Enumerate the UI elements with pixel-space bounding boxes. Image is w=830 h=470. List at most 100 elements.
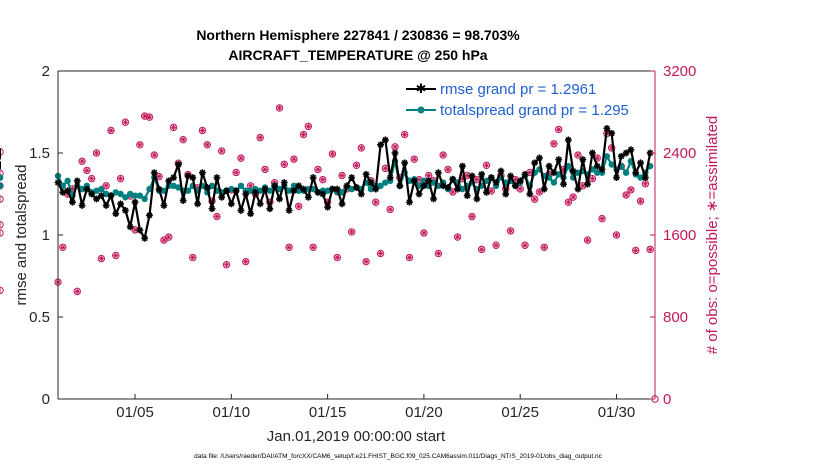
obs-assimilated-point — [358, 145, 364, 151]
left-axis-label: rmse and totalspread — [13, 165, 30, 306]
rmse-point-stroke — [531, 159, 538, 166]
rmse-point-stroke — [459, 163, 466, 170]
obs-possible-point — [622, 191, 630, 199]
obs-possible-point — [607, 144, 616, 152]
rmse-point — [483, 188, 490, 196]
rmse-point — [333, 185, 341, 193]
rmse-point — [574, 185, 582, 193]
obs-assimilated-stroke — [450, 189, 455, 195]
rmse-point — [511, 182, 519, 190]
obs-assimilated-stroke — [94, 150, 99, 156]
obs-assimilated-stroke — [378, 251, 383, 256]
obs-assimilated-stroke — [161, 237, 167, 243]
rmse-point — [107, 192, 115, 200]
rmse-point — [584, 180, 591, 188]
obs-possible-point — [555, 125, 563, 134]
rmse-point — [251, 188, 259, 196]
obs-assimilated-point — [517, 186, 523, 192]
obs-possible-point — [362, 257, 370, 266]
obs-assimilated-point — [93, 150, 100, 156]
rmse-point-stroke — [108, 192, 114, 199]
rmse-point — [300, 185, 307, 193]
obs-assimilated-stroke — [301, 132, 306, 137]
obs-assimilated-stroke — [320, 177, 325, 182]
totalspread-point — [136, 192, 144, 199]
x-tick-label: 01/05 — [116, 404, 154, 421]
rmse-point — [459, 162, 466, 170]
obs-assimilated-point — [594, 155, 600, 161]
obs-assimilated-stroke — [373, 200, 378, 205]
totalspread-point — [608, 161, 615, 168]
obs-assimilated-point — [204, 142, 210, 148]
rmse-point — [170, 174, 177, 181]
rmse-point-stroke — [305, 194, 312, 201]
obs-possible-point — [352, 161, 361, 170]
right-tick-label: 800 — [663, 309, 688, 326]
totalspread-point — [175, 184, 182, 191]
rmse-point-stroke — [319, 191, 326, 197]
obs-assimilated-stroke — [147, 114, 152, 120]
obs-assimilated-stroke — [595, 155, 600, 161]
rmse-point — [579, 156, 587, 163]
obs-assimilated-point — [291, 156, 297, 162]
obs-assimilated-stroke — [614, 232, 619, 238]
obs-assimilated-point — [89, 176, 95, 182]
rmse-point-stroke — [522, 171, 528, 178]
rmse-point-stroke — [618, 153, 625, 160]
obs-assimilated-stroke — [484, 163, 489, 168]
obs-possible-point — [304, 122, 313, 131]
obs-possible-point — [280, 160, 288, 168]
totalspread-point — [459, 185, 466, 193]
obs-possible-point — [165, 233, 173, 241]
rmse-point — [208, 205, 216, 213]
totalspread-point — [78, 185, 86, 193]
rmse-point-stroke — [83, 186, 90, 193]
obs-assimilated-point — [108, 127, 114, 134]
rmse-point — [199, 169, 206, 177]
rmse-point-stroke — [290, 187, 297, 194]
obs-possible-point — [92, 149, 101, 157]
obs-possible-point — [299, 130, 308, 139]
obs-assimilated-stroke — [542, 245, 547, 250]
rmse-point-stroke — [98, 192, 105, 199]
rmse-point — [372, 185, 380, 193]
rmse-point-stroke — [185, 173, 191, 179]
obs-possible-point — [333, 253, 341, 262]
totalspread-point — [594, 169, 601, 176]
rmse-point — [386, 174, 394, 181]
rmse-point-stroke — [430, 195, 437, 202]
totalspread-point — [170, 182, 177, 189]
rmse-point-stroke — [175, 161, 182, 168]
obs-possible-point — [583, 236, 592, 244]
rmse-point — [218, 193, 226, 201]
rmse-point-stroke — [570, 168, 577, 174]
obs-possible-point — [400, 130, 409, 139]
totalspread-point — [0, 174, 4, 181]
obs-possible-point — [285, 243, 293, 252]
obs-assimilated-stroke — [638, 199, 643, 204]
legend-spread-marker — [417, 106, 425, 114]
obs-possible-point — [530, 195, 539, 203]
obs-assimilated-stroke — [248, 183, 253, 188]
totalspread-point — [550, 179, 558, 186]
totalspread-point — [603, 153, 611, 160]
rmse-point-stroke — [310, 174, 317, 181]
x-tick-label: 01/10 — [213, 404, 251, 421]
rmse-point — [603, 125, 611, 132]
obs-assimilated-stroke — [132, 227, 138, 233]
obs-assimilated-point — [642, 181, 648, 187]
obs-assimilated-stroke — [258, 135, 263, 140]
obs-possible-point — [179, 135, 187, 144]
rmse-point — [401, 159, 409, 167]
obs-possible-point — [405, 253, 414, 262]
rmse-point — [78, 202, 86, 209]
rmse-point-stroke — [637, 159, 644, 166]
obs-possible-point — [468, 212, 476, 221]
rmse-point — [540, 185, 548, 193]
obs-possible-point — [386, 205, 394, 214]
rmse-point-stroke — [170, 174, 177, 181]
totalspread-point — [420, 177, 428, 185]
obs-assimilated-stroke — [643, 181, 648, 186]
rmse-point-stroke — [464, 192, 471, 199]
rmse-point-stroke — [469, 173, 475, 179]
